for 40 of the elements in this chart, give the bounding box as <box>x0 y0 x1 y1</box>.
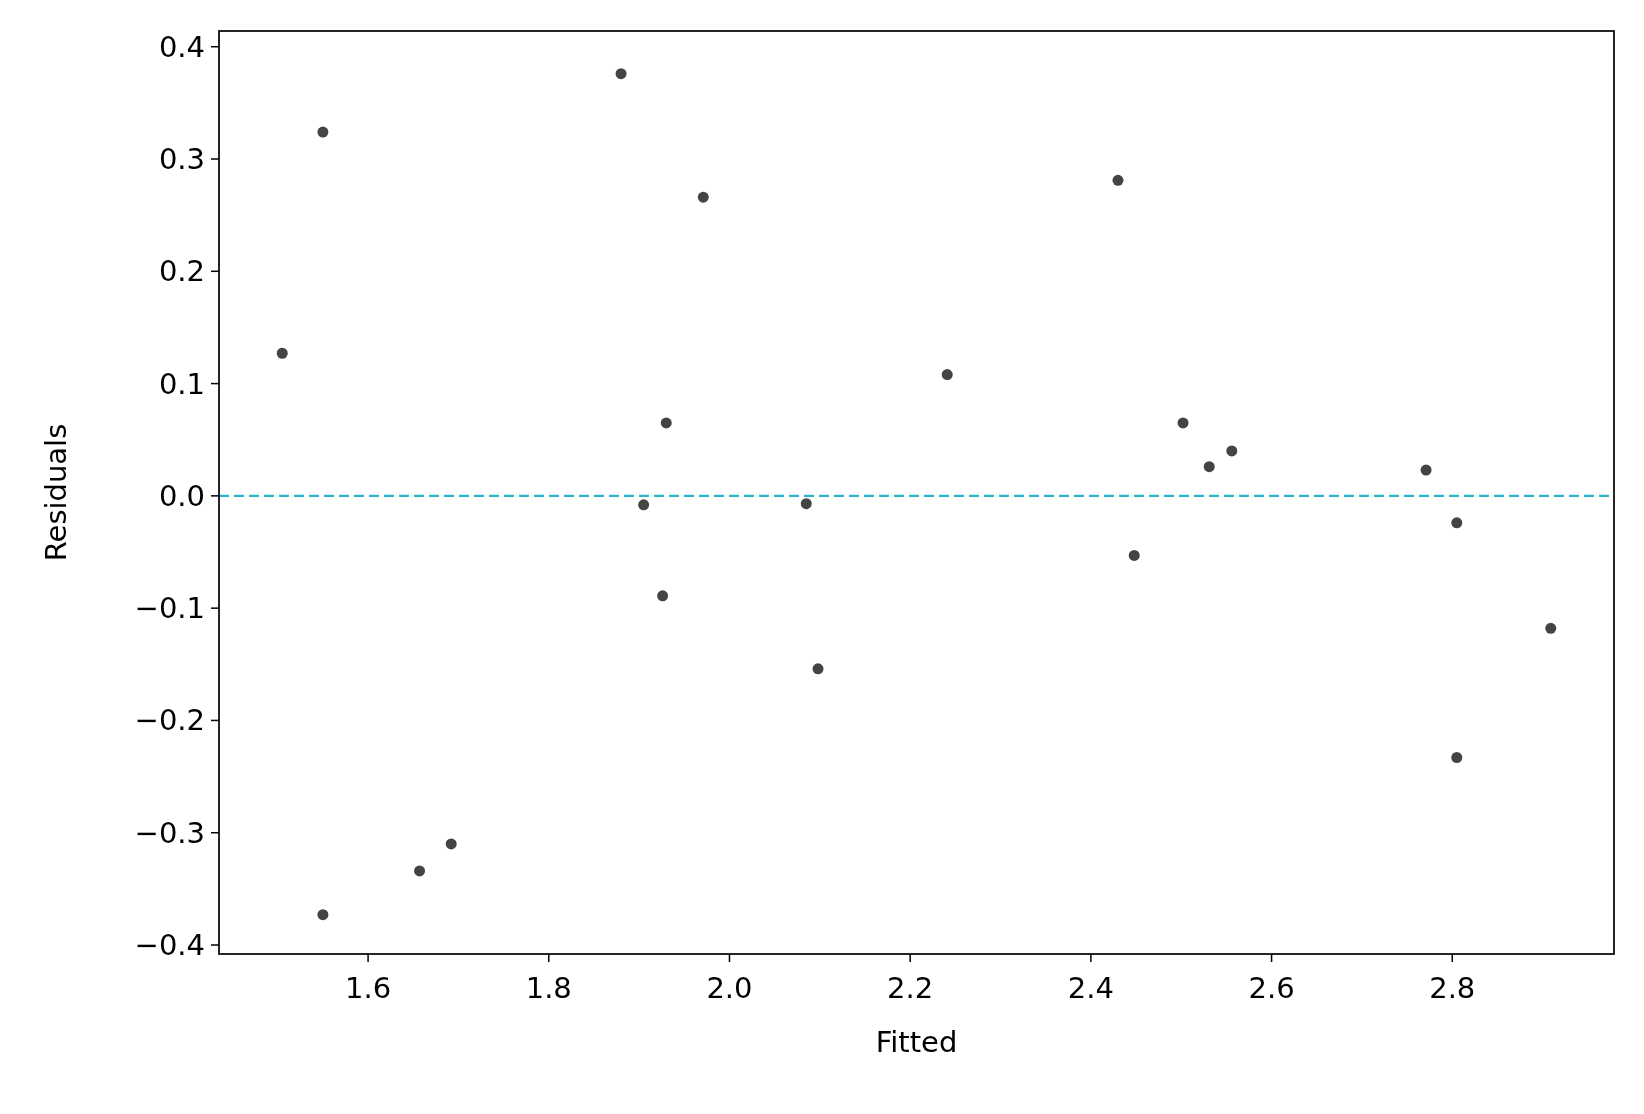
point <box>615 68 627 80</box>
x-axis-title: Fitted <box>875 1025 958 1059</box>
point <box>317 126 329 138</box>
x-tick-label: 2.6 <box>1248 971 1295 1005</box>
point <box>1112 174 1124 186</box>
y-tick-label: −0.2 <box>134 703 205 738</box>
y-tick-label: 0.0 <box>158 478 205 513</box>
point <box>317 909 329 921</box>
y-axis-title: Residuals <box>39 423 73 562</box>
x-tick-label: 2.2 <box>887 971 934 1005</box>
x-tick-label: 2.0 <box>706 971 753 1005</box>
point <box>1451 752 1463 763</box>
x-tick-label: 1.8 <box>525 971 572 1005</box>
point <box>660 417 672 429</box>
point <box>941 369 953 381</box>
point <box>1545 622 1557 634</box>
y-tick-label: −0.3 <box>134 815 205 850</box>
point <box>1420 464 1432 476</box>
y-tick-label: −0.1 <box>134 591 205 626</box>
y-tick-label: 0.2 <box>158 254 205 289</box>
point <box>1203 461 1215 473</box>
point <box>445 838 457 850</box>
y-tick-label: −0.4 <box>134 928 205 963</box>
point <box>1451 517 1463 529</box>
x-tick-label: 2.4 <box>1067 971 1114 1005</box>
x-tick-label: 2.8 <box>1429 971 1476 1005</box>
point <box>414 865 426 877</box>
point <box>812 663 824 675</box>
point <box>638 499 650 511</box>
y-tick-label: 0.1 <box>158 366 205 401</box>
point <box>657 590 669 602</box>
x-tick-label: 1.6 <box>345 971 392 1005</box>
point <box>276 347 288 359</box>
y-tick-label: 0.3 <box>158 142 205 177</box>
point <box>800 498 812 510</box>
point <box>697 191 709 203</box>
point <box>1128 549 1140 561</box>
point <box>1177 417 1189 429</box>
y-tick-label: 0.4 <box>158 29 205 64</box>
point <box>1226 445 1238 457</box>
